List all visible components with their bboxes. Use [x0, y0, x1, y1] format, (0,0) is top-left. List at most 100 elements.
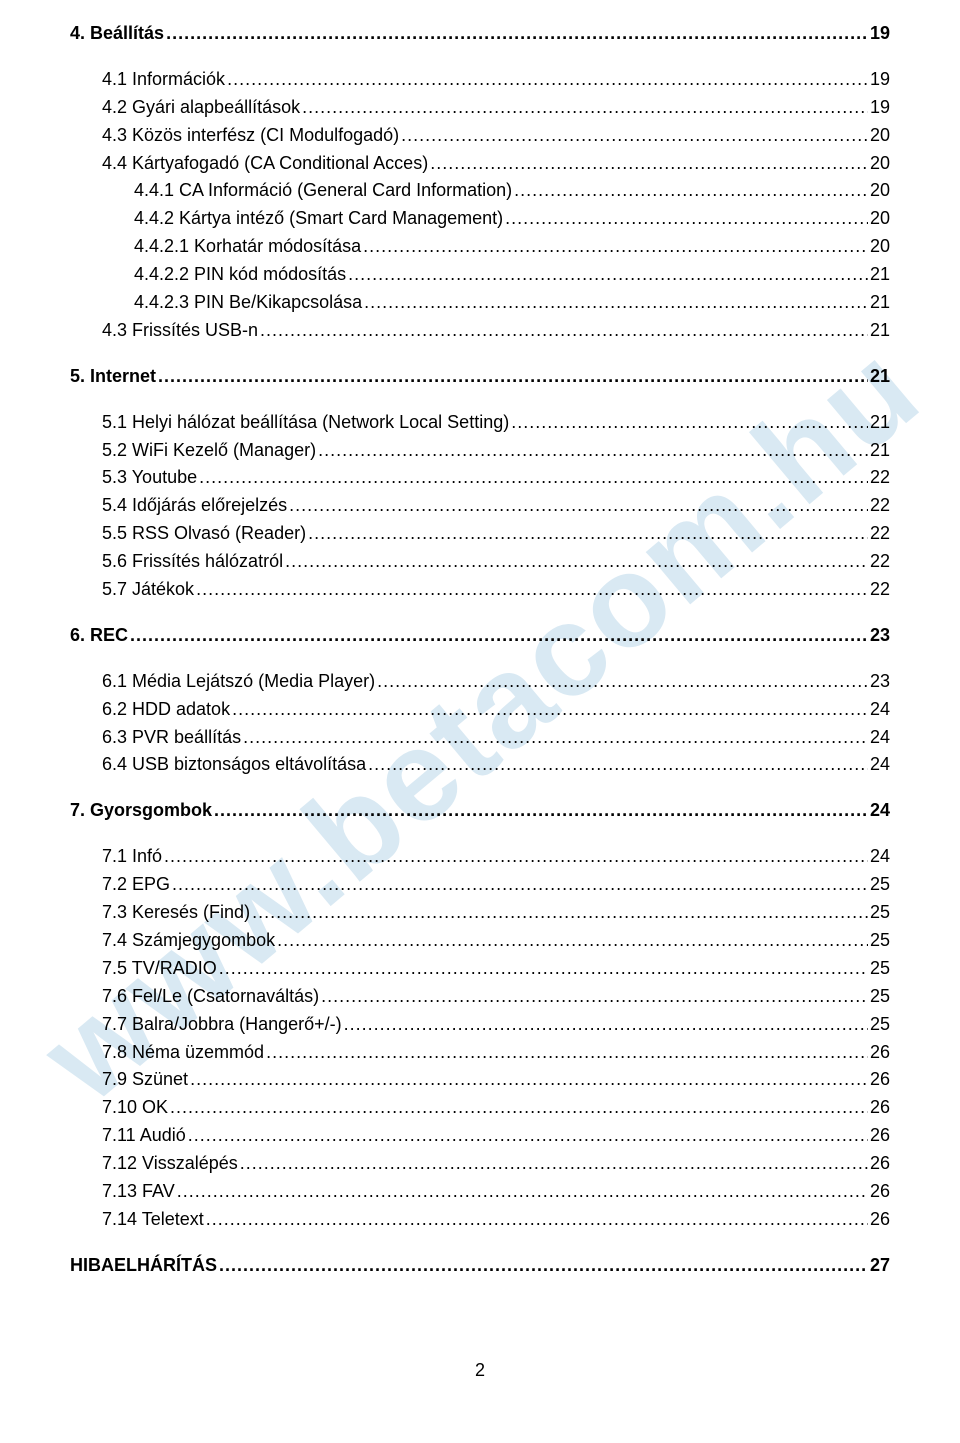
- toc-title: 7.14 Teletext: [102, 1206, 204, 1234]
- toc-line: 6.2 HDD adatok24: [70, 696, 890, 724]
- toc-dots: [170, 1094, 868, 1122]
- toc-line: 5.2 WiFi Kezelő (Manager)21: [70, 437, 890, 465]
- toc-line: 7.5 TV/RADIO 25: [70, 955, 890, 983]
- toc-dots: [277, 927, 868, 955]
- toc-title: 7. Gyorsgombok: [70, 797, 212, 825]
- toc-title: 7.5 TV/RADIO: [102, 955, 217, 983]
- toc-dots: [158, 363, 868, 391]
- toc-content: 4. Beállítás194.1 Információk194.2 Gyári…: [70, 20, 890, 1280]
- toc-dots: [289, 492, 868, 520]
- toc-line: 4.3 Frissítés USB-n 21: [70, 317, 890, 345]
- toc-dots: [430, 150, 868, 178]
- toc-dots: [172, 871, 868, 899]
- section-gap: [70, 345, 890, 363]
- toc-title: 5.3 Youtube: [102, 464, 197, 492]
- toc-title: 7.3 Keresés (Find): [102, 899, 250, 927]
- toc-line: 7.11 Audió26: [70, 1122, 890, 1150]
- toc-dots: [364, 289, 868, 317]
- toc-page: 24: [870, 843, 890, 871]
- toc-line: 7.12 Visszalépés26: [70, 1150, 890, 1178]
- toc-page: 26: [870, 1150, 890, 1178]
- toc-title: 7.11 Audió: [102, 1122, 186, 1150]
- toc-dots: [318, 437, 868, 465]
- toc-line: 5.3 Youtube 22: [70, 464, 890, 492]
- toc-page: 22: [870, 576, 890, 604]
- toc-title: 7.4 Számjegygombok: [102, 927, 275, 955]
- toc-line: 7.4 Számjegygombok 25: [70, 927, 890, 955]
- toc-line: 7.9 Szünet26: [70, 1066, 890, 1094]
- toc-dots: [308, 520, 868, 548]
- toc-title: 7.2 EPG: [102, 871, 170, 899]
- toc-title: 5.5 RSS Olvasó (Reader): [102, 520, 306, 548]
- toc-page: 25: [870, 955, 890, 983]
- toc-page: 25: [870, 983, 890, 1011]
- toc-page: 21: [870, 437, 890, 465]
- toc-title: 7.8 Néma üzemmód: [102, 1039, 264, 1067]
- toc-dots: [321, 983, 868, 1011]
- toc-dots: [177, 1178, 868, 1206]
- toc-title: 4.3 Frissítés USB-n: [102, 317, 258, 345]
- toc-line: 7.1 Infó24: [70, 843, 890, 871]
- section-gap: [70, 650, 890, 668]
- toc-page: 26: [870, 1178, 890, 1206]
- toc-page: 25: [870, 927, 890, 955]
- toc-page: 26: [870, 1039, 890, 1067]
- toc-dots: [164, 843, 868, 871]
- document-page: www.betacom.hu 4. Beállítás194.1 Informá…: [0, 0, 960, 1443]
- toc-dots: [252, 899, 868, 927]
- toc-page: 20: [870, 205, 890, 233]
- toc-line: 6.3 PVR beállítás24: [70, 724, 890, 752]
- toc-line: 5.4 Időjárás előrejelzés22: [70, 492, 890, 520]
- toc-page: 19: [870, 94, 890, 122]
- toc-page: 21: [870, 317, 890, 345]
- toc-page: 25: [870, 1011, 890, 1039]
- toc-title: 7.13 FAV: [102, 1178, 175, 1206]
- toc-dots: [232, 696, 868, 724]
- toc-line: 6.4 USB biztonságos eltávolítása24: [70, 751, 890, 779]
- section-gap: [70, 825, 890, 843]
- toc-line: 6.1 Média Lejátszó (Media Player)23: [70, 668, 890, 696]
- section-gap: [70, 391, 890, 409]
- toc-page: 21: [870, 363, 890, 391]
- toc-line: 4.4.2 Kártya intéző (Smart Card Manageme…: [70, 205, 890, 233]
- toc-line: 5. Internet21: [70, 363, 890, 391]
- toc-line: 4.2 Gyári alapbeállítások19: [70, 94, 890, 122]
- toc-title: 5.6 Frissítés hálózatról: [102, 548, 283, 576]
- toc-title: 4. Beállítás: [70, 20, 164, 48]
- toc-page: 20: [870, 122, 890, 150]
- toc-dots: [219, 955, 868, 983]
- toc-line: 5.7 Játékok22: [70, 576, 890, 604]
- toc-page: 20: [870, 233, 890, 261]
- toc-dots: [240, 1150, 868, 1178]
- toc-dots: [401, 122, 868, 150]
- toc-title: 7.7 Balra/Jobbra (Hangerő+/-): [102, 1011, 342, 1039]
- toc-dots: [190, 1066, 868, 1094]
- toc-line: 5.5 RSS Olvasó (Reader)22: [70, 520, 890, 548]
- toc-line: 7.10 OK26: [70, 1094, 890, 1122]
- toc-dots: [377, 668, 868, 696]
- toc-title: 4.4.2.3 PIN Be/Kikapcsolása: [134, 289, 362, 317]
- toc-page: 24: [870, 797, 890, 825]
- toc-page: 20: [870, 150, 890, 178]
- toc-line: 4. Beállítás19: [70, 20, 890, 48]
- toc-page: 21: [870, 289, 890, 317]
- toc-line: 7.13 FAV 26: [70, 1178, 890, 1206]
- toc-page: 24: [870, 751, 890, 779]
- toc-page: 22: [870, 548, 890, 576]
- toc-page: 19: [870, 66, 890, 94]
- toc-page: 22: [870, 464, 890, 492]
- toc-title: 6.3 PVR beállítás: [102, 724, 241, 752]
- toc-line: 7.8 Néma üzemmód 26: [70, 1039, 890, 1067]
- toc-line: HIBAELHÁRÍTÁS27: [70, 1252, 890, 1280]
- toc-page: 26: [870, 1066, 890, 1094]
- toc-page: 23: [870, 668, 890, 696]
- toc-line: 7.7 Balra/Jobbra (Hangerő+/-) 25: [70, 1011, 890, 1039]
- toc-line: 6. REC23: [70, 622, 890, 650]
- toc-dots: [514, 177, 868, 205]
- toc-title: 7.6 Fel/Le (Csatornaváltás): [102, 983, 319, 1011]
- toc-line: 4.1 Információk 19: [70, 66, 890, 94]
- toc-page: 22: [870, 492, 890, 520]
- toc-title: 4.1 Információk: [102, 66, 225, 94]
- toc-title: HIBAELHÁRÍTÁS: [70, 1252, 217, 1280]
- toc-title: 4.3 Közös interfész (CI Modulfogadó): [102, 122, 399, 150]
